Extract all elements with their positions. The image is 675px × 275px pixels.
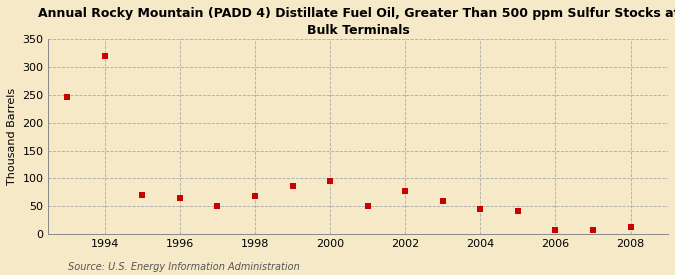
Point — [137, 193, 148, 197]
Point — [512, 208, 523, 213]
Point — [287, 183, 298, 188]
Point — [625, 225, 636, 229]
Point — [212, 204, 223, 208]
Point — [587, 228, 598, 232]
Point — [175, 196, 186, 200]
Point — [325, 179, 335, 183]
Point — [362, 204, 373, 208]
Point — [550, 227, 561, 232]
Point — [400, 188, 410, 193]
Point — [250, 194, 261, 198]
Point — [475, 207, 486, 211]
Title: Annual Rocky Mountain (PADD 4) Distillate Fuel Oil, Greater Than 500 ppm Sulfur : Annual Rocky Mountain (PADD 4) Distillat… — [38, 7, 675, 37]
Y-axis label: Thousand Barrels: Thousand Barrels — [7, 88, 17, 185]
Point — [99, 54, 110, 58]
Point — [437, 198, 448, 203]
Text: Source: U.S. Energy Information Administration: Source: U.S. Energy Information Administ… — [68, 262, 299, 272]
Point — [62, 95, 73, 99]
